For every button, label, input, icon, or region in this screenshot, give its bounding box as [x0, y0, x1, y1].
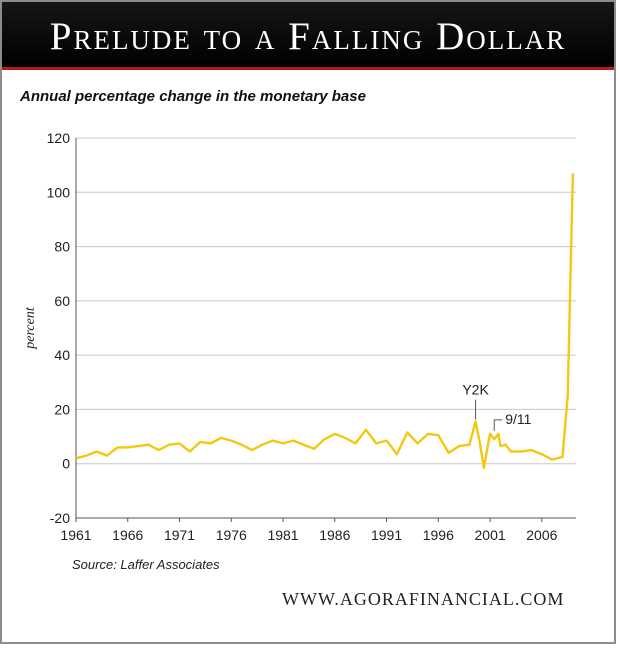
y-tick-label: 0: [62, 456, 70, 472]
x-tick-label: 1966: [112, 527, 143, 543]
x-tick-label: 1971: [164, 527, 195, 543]
y-tick-label: -20: [50, 510, 70, 526]
series-line: [75, 173, 575, 469]
annotation-y2k: Y2K: [462, 382, 489, 398]
x-tick-label: 1991: [371, 527, 402, 543]
page-title: Prelude to a Falling Dollar: [49, 15, 567, 58]
header-banner: Prelude to a Falling Dollar: [2, 2, 614, 70]
x-tick-label: 1981: [267, 527, 298, 543]
annotation-leader-911: [493, 419, 503, 431]
y-tick-label: 120: [47, 130, 71, 146]
x-tick-label: 1976: [216, 527, 247, 543]
x-tick-label: 2006: [526, 527, 557, 543]
y-tick-label: 80: [54, 239, 70, 255]
y-tick-label: 60: [54, 293, 70, 309]
x-tick-label: 1961: [60, 527, 91, 543]
source-note: Source: Laffer Associates: [72, 557, 220, 572]
annotation-911: 9/11: [505, 411, 531, 427]
x-tick-label: 2001: [475, 527, 506, 543]
y-tick-label: 40: [54, 347, 70, 363]
y-tick-label: 100: [47, 184, 71, 200]
x-tick-label: 1996: [423, 527, 454, 543]
chart-title: Annual percentage change in the monetary…: [20, 88, 366, 105]
x-tick-label: 1986: [319, 527, 350, 543]
y-tick-label: 20: [54, 401, 70, 417]
y-axis-label: percent: [23, 306, 38, 350]
website-url: WWW.AGORAFINANCIAL.COM: [282, 589, 565, 609]
